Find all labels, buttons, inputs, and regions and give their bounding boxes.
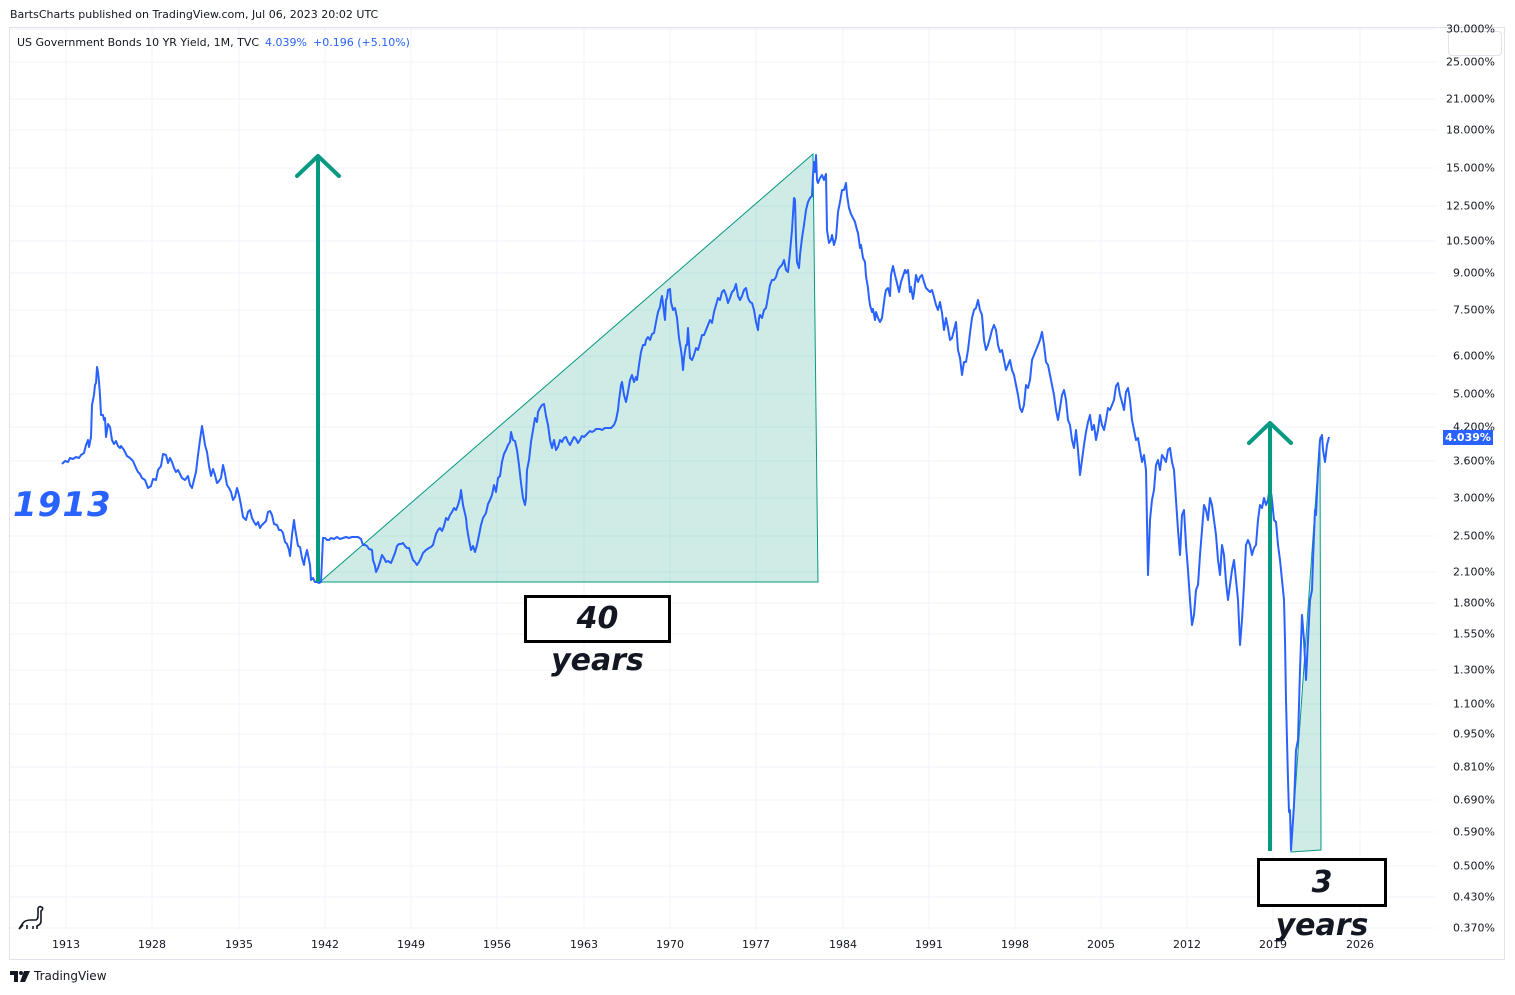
last-price-tag: 4.039%: [1443, 430, 1493, 445]
x-tick-label: 2012: [1173, 938, 1201, 951]
y-tick-label: 3.000%: [1453, 491, 1495, 505]
y-tick-label: 10.500%: [1446, 234, 1495, 248]
publisher-line: BartsCharts published on TradingView.com…: [10, 8, 379, 21]
y-tick-label: 1.550%: [1453, 627, 1495, 641]
x-tick-label: 2026: [1346, 938, 1374, 951]
last-value: 4.039%: [265, 36, 307, 49]
y-tick-label: 9.000%: [1453, 266, 1495, 280]
x-tick-label: 1963: [570, 938, 598, 951]
triangle-40-years[interactable]: [318, 152, 819, 583]
scale-settings-button[interactable]: [1448, 31, 1502, 56]
x-tick-label: 1949: [397, 938, 425, 951]
grid-lines: [10, 28, 1435, 930]
y-tick-label: 6.000%: [1453, 349, 1495, 363]
symbol-legend[interactable]: US Government Bonds 10 YR Yield, 1M, TVC…: [17, 36, 410, 49]
y-tick-label: 2.500%: [1453, 529, 1495, 543]
x-tick-label: 1913: [52, 938, 80, 951]
y-tick-label: 25.000%: [1446, 55, 1495, 69]
y-tick-label: 0.430%: [1453, 890, 1495, 904]
x-tick-label: 1991: [915, 938, 943, 951]
y-tick-label: 0.950%: [1453, 727, 1495, 741]
change-value: +0.196 (+5.10%): [312, 36, 410, 49]
x-tick-label: 2019: [1259, 938, 1287, 951]
y-tick-label: 21.000%: [1446, 92, 1495, 106]
tradingview-logo[interactable]: TradingView: [10, 969, 107, 983]
y-tick-label: 30.000%: [1446, 22, 1495, 36]
x-tick-label: 1970: [656, 938, 684, 951]
y-tick-label: 0.810%: [1453, 760, 1495, 774]
annotation-start-year[interactable]: 1913: [13, 485, 112, 525]
y-tick-label: 18.000%: [1446, 123, 1495, 137]
chart-frame: [9, 27, 1505, 960]
x-tick-label: 1977: [742, 938, 770, 951]
tradingview-brand: TradingView: [34, 969, 107, 983]
y-tick-label: 7.500%: [1453, 303, 1495, 317]
x-tick-label: 1956: [483, 938, 511, 951]
y-tick-label: 0.500%: [1453, 859, 1495, 873]
annotation-3-years[interactable]: 3 years: [1257, 858, 1387, 943]
y-tick-label: 0.590%: [1453, 825, 1495, 839]
y-tick-label: 12.500%: [1446, 199, 1495, 213]
arrow-up-icon[interactable]: [295, 154, 341, 582]
tradingview-logo-icon: [10, 970, 30, 982]
y-tick-label: 5.000%: [1453, 387, 1495, 401]
y-tick-label: 1.300%: [1453, 663, 1495, 677]
x-tick-label: 1928: [138, 938, 166, 951]
x-tick-label: 2005: [1087, 938, 1115, 951]
arrow-up-icon[interactable]: [1247, 421, 1293, 851]
y-tick-label: 0.690%: [1453, 793, 1495, 807]
y-tick-label: 15.000%: [1446, 161, 1495, 175]
symbol-title: US Government Bonds 10 YR Yield, 1M, TVC: [17, 36, 260, 49]
y-tick-label: 1.100%: [1453, 697, 1495, 711]
y-tick-label: 3.600%: [1453, 454, 1495, 468]
x-tick-label: 1942: [311, 938, 339, 951]
yield-line: [61, 154, 1330, 851]
annotation-40-years[interactable]: 40 years: [524, 595, 671, 678]
y-tick-label: 2.100%: [1453, 565, 1495, 579]
x-tick-label: 1935: [225, 938, 253, 951]
x-tick-label: 1998: [1001, 938, 1029, 951]
y-tick-label: 0.370%: [1453, 921, 1495, 935]
x-tick-label: 1984: [829, 938, 857, 951]
y-tick-label: 1.800%: [1453, 596, 1495, 610]
dinosaur-icon[interactable]: [17, 905, 45, 931]
